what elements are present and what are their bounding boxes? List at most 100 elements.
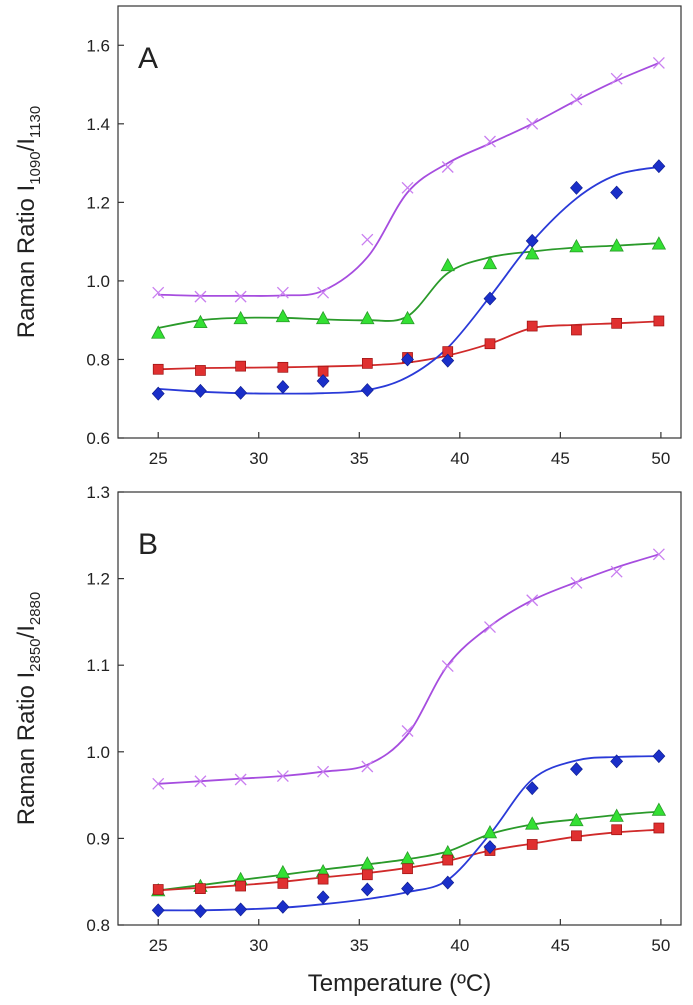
y-axis-title-sub2: 2880: [27, 592, 44, 625]
y-tick-label: 1.4: [86, 115, 110, 134]
data-point-square: [361, 869, 373, 881]
y-axis-title-sep: /I: [13, 625, 40, 638]
data-point-square: [361, 358, 373, 369]
y-tick-label: 0.9: [86, 829, 110, 848]
x-tick-label: 30: [249, 449, 268, 468]
data-point-cross: [152, 286, 165, 299]
y-axis-title: Raman Ratio I1090/I1130: [13, 106, 44, 338]
data-point-square: [317, 873, 329, 885]
data-point-diamond: [151, 386, 165, 401]
data-point-diamond: [570, 762, 583, 777]
y-tick-label: 1.3: [86, 483, 110, 502]
data-point-square: [526, 320, 538, 332]
fit-line: [158, 62, 660, 297]
data-point-square: [442, 854, 454, 866]
x-tick-label: 45: [551, 449, 570, 468]
data-point-triangle: [151, 325, 166, 339]
data-point-diamond: [652, 749, 666, 764]
data-point-diamond: [570, 180, 583, 195]
data-point-triangle: [651, 802, 667, 816]
data-point-diamond: [276, 899, 290, 914]
y-tick-label: 1.6: [86, 36, 110, 55]
data-point-cross: [652, 56, 665, 69]
data-point-triangle: [569, 239, 584, 253]
data-point-triangle: [193, 314, 208, 329]
data-point-cross: [401, 181, 414, 194]
y-axis-title-sub2: 1130: [27, 106, 44, 138]
series-x: [152, 548, 665, 790]
x-tick-label: 45: [551, 936, 570, 955]
data-point-triangle: [525, 246, 540, 260]
data-point-diamond: [483, 291, 497, 306]
data-point-cross: [317, 286, 330, 299]
data-point-diamond: [194, 383, 207, 398]
data-point-square: [277, 878, 289, 889]
plot-frame: [117, 5, 682, 439]
x-tick-label: 50: [651, 936, 670, 955]
data-point-cross: [484, 621, 496, 634]
x-tick-label: 25: [149, 449, 168, 468]
data-point-triangle: [360, 310, 375, 325]
x-tick-label: 30: [249, 936, 268, 955]
series-diamond: [151, 159, 666, 401]
data-point-square: [571, 324, 582, 336]
data-point-cross: [194, 290, 207, 303]
data-point-triangle: [569, 812, 584, 827]
data-point-triangle: [482, 255, 498, 270]
data-point-square: [571, 830, 582, 842]
data-point-square: [611, 317, 623, 329]
x-tick-label: 35: [350, 449, 369, 468]
data-point-diamond: [360, 882, 374, 897]
data-point-cross: [276, 286, 289, 299]
data-point-cross: [610, 72, 623, 85]
data-point-square: [277, 361, 289, 373]
data-point-square: [235, 880, 247, 892]
data-point-diamond: [194, 904, 207, 919]
data-point-cross: [652, 548, 665, 561]
data-point-diamond: [276, 380, 290, 394]
data-point-square: [152, 884, 164, 895]
y-tick-label: 1.0: [86, 272, 110, 291]
data-point-diamond: [483, 840, 497, 855]
data-point-square: [653, 315, 665, 327]
data-point-triangle: [525, 816, 540, 830]
data-point-cross: [401, 725, 414, 737]
series-triangle: [151, 236, 667, 339]
y-tick-label: 1.1: [86, 656, 110, 675]
data-point-diamond: [525, 781, 539, 796]
data-point-triangle: [609, 808, 624, 822]
x-tick-label: 40: [450, 449, 469, 468]
data-point-square: [484, 338, 496, 350]
y-axis-title-sub1: 1090: [27, 151, 44, 184]
data-point-diamond: [316, 374, 330, 388]
y-tick-label: 1.2: [86, 570, 110, 589]
data-point-cross: [152, 777, 165, 790]
data-point-cross: [610, 565, 623, 578]
data-point-diamond: [401, 881, 414, 896]
data-point-triangle: [360, 856, 375, 870]
data-point-square: [235, 360, 247, 372]
plot-frame: [117, 491, 682, 926]
data-point-diamond: [316, 890, 330, 905]
data-point-cross: [526, 594, 539, 607]
data-point-diamond: [441, 353, 455, 368]
series-diamond: [151, 749, 666, 919]
y-tick-label: 0.8: [86, 916, 110, 935]
y-tick-label: 0.8: [86, 350, 110, 369]
data-point-triangle: [482, 824, 498, 839]
data-point-triangle: [400, 310, 415, 325]
data-point-square: [402, 863, 413, 875]
data-point-diamond: [360, 383, 374, 398]
data-point-diamond: [151, 903, 165, 918]
data-point-cross: [317, 765, 330, 778]
panel-label: B: [138, 528, 158, 561]
data-point-diamond: [234, 902, 248, 917]
data-point-square: [526, 839, 538, 850]
data-point-square: [195, 365, 206, 376]
data-point-cross: [276, 770, 289, 783]
data-point-cross: [361, 233, 374, 246]
y-tick-label: 0.6: [86, 429, 110, 448]
y-axis-title-sub1: 2850: [27, 638, 44, 671]
data-point-triangle: [609, 238, 624, 252]
